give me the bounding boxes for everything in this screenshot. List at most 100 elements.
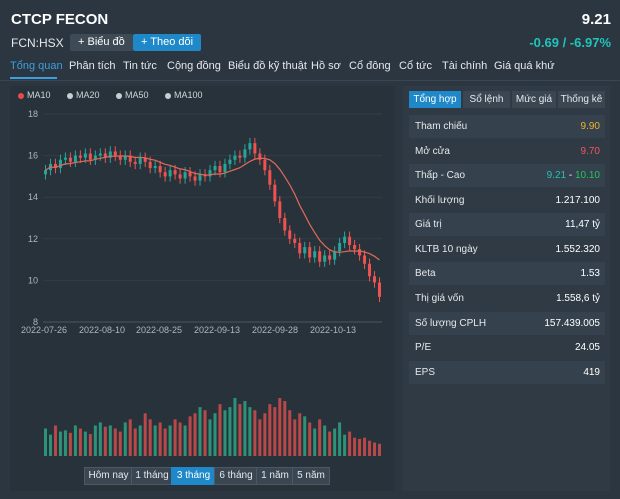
tab-summary[interactable]: Tổng hợp <box>409 91 461 108</box>
trade-value: 11,47 tỷ <box>565 219 600 230</box>
volume-bar <box>113 428 117 456</box>
volume-bar <box>123 422 127 456</box>
current-price: 9.21 <box>581 11 611 28</box>
candle-body <box>283 218 287 231</box>
legend-ma10[interactable]: MA10 <box>18 90 51 100</box>
volume-bar <box>323 425 327 456</box>
legend-ma100[interactable]: MA100 <box>165 90 203 100</box>
x-tick-label: 2022-08-10 <box>79 325 125 335</box>
tab-news[interactable]: Tin tức <box>123 60 157 72</box>
candle-body <box>208 170 212 177</box>
market-cap-value: 1.558,6 tỷ <box>556 293 600 304</box>
follow-button[interactable]: + Theo dõi <box>133 34 202 51</box>
x-tick-label: 2022-10-13 <box>310 325 356 335</box>
legend-label: MA20 <box>76 90 100 100</box>
candle-body <box>88 153 92 160</box>
row-pe: P/E 24.05 <box>409 336 605 359</box>
candle-body <box>98 153 102 156</box>
candle-body <box>333 251 337 260</box>
candle-body <box>108 151 112 158</box>
row-label: Khối lượng <box>415 195 465 206</box>
volume-value: 1.217.100 <box>555 195 601 206</box>
chart-button[interactable]: + Biểu đồ <box>70 34 133 51</box>
candle-body <box>133 161 137 164</box>
volume-bar <box>223 410 227 456</box>
volume-bar <box>178 422 182 456</box>
volume-bar <box>343 434 347 456</box>
volume-bar <box>153 425 157 456</box>
reference-price: 9.90 <box>580 121 600 132</box>
volume-bar <box>218 404 222 456</box>
tab-shareholders[interactable]: Cổ đông <box>349 60 391 72</box>
candle-body <box>348 236 352 246</box>
candle-body <box>273 184 277 202</box>
legend-ma20[interactable]: MA20 <box>67 90 100 100</box>
candle-body <box>378 282 382 297</box>
range-today[interactable]: Hôm nay <box>84 467 133 485</box>
candle-body <box>358 249 362 256</box>
candle-body <box>268 170 272 185</box>
volume-bar <box>298 413 302 456</box>
tab-price-history[interactable]: Giá quá khứ <box>494 60 555 72</box>
volume-bar <box>303 416 307 456</box>
legend-label: MA10 <box>27 90 51 100</box>
tab-statistics[interactable]: Thống kê <box>558 91 605 108</box>
range-1-year[interactable]: 1 năm <box>256 467 294 485</box>
volume-bar <box>108 425 112 456</box>
volume-bar <box>283 401 287 456</box>
low-high-values: 9.21 - 10.10 <box>547 170 600 181</box>
tab-community[interactable]: Cộng đồng <box>167 60 221 72</box>
volume-bar <box>68 432 72 456</box>
tab-dividends[interactable]: Cổ tức <box>399 60 433 72</box>
row-label: Giá trị <box>415 219 442 230</box>
tab-technical-chart[interactable]: Biểu đồ kỹ thuật <box>228 60 307 72</box>
tab-price-levels[interactable]: Mức giá <box>512 91 556 108</box>
volume-bar <box>63 430 67 456</box>
volume-bar <box>228 407 232 456</box>
candle-body <box>163 172 167 177</box>
volume-bar <box>83 431 87 456</box>
tab-profile[interactable]: Hồ sơ <box>311 60 341 72</box>
candle-body <box>248 143 252 150</box>
volume-bar <box>278 398 282 456</box>
row-label: Số lượng CPLH <box>415 318 487 329</box>
row-label: Mở cửa <box>415 146 450 157</box>
tab-analysis[interactable]: Phân tích <box>69 60 116 72</box>
candle-body <box>143 157 147 162</box>
candle-body <box>158 166 162 173</box>
row-label: P/E <box>415 342 432 353</box>
x-tick-label: 2022-08-25 <box>136 325 182 335</box>
range-5-years[interactable]: 5 năm <box>292 467 330 485</box>
range-3-months[interactable]: 3 tháng <box>171 467 216 485</box>
candle-body <box>313 251 317 258</box>
volume-bar <box>128 419 132 456</box>
candle-body <box>298 242 302 254</box>
chart-panel <box>10 86 395 491</box>
candle-body <box>328 255 332 260</box>
tab-order-book[interactable]: Sổ lệnh <box>463 91 510 108</box>
volume-bar <box>248 407 252 456</box>
volume-bar <box>313 428 317 456</box>
candle-body <box>148 161 152 169</box>
volume-bar <box>338 422 342 456</box>
row-open: Mở cửa 9.70 <box>409 140 605 163</box>
range-6-months[interactable]: 6 tháng <box>214 467 258 485</box>
low-price: 9.21 <box>546 170 567 181</box>
candle-body <box>63 157 67 160</box>
tab-overview[interactable]: Tổng quan <box>10 60 63 72</box>
row-market-cap: Thị giá vốn 1.558,6 tỷ <box>409 287 605 310</box>
legend-ma50[interactable]: MA50 <box>116 90 149 100</box>
volume-bar <box>308 422 312 456</box>
x-tick-label: 2022-09-13 <box>194 325 240 335</box>
ticker-code: FCN:HSX <box>11 36 64 50</box>
volume-bar <box>363 437 367 456</box>
volume-bar <box>243 401 247 456</box>
candle-body <box>153 166 157 169</box>
range-1-month[interactable]: 1 tháng <box>131 467 173 485</box>
volume-bar <box>273 407 277 456</box>
row-label: EPS <box>415 367 436 378</box>
tab-financials[interactable]: Tài chính <box>442 60 488 72</box>
candle-body <box>228 159 232 164</box>
volume-bar <box>118 431 122 456</box>
